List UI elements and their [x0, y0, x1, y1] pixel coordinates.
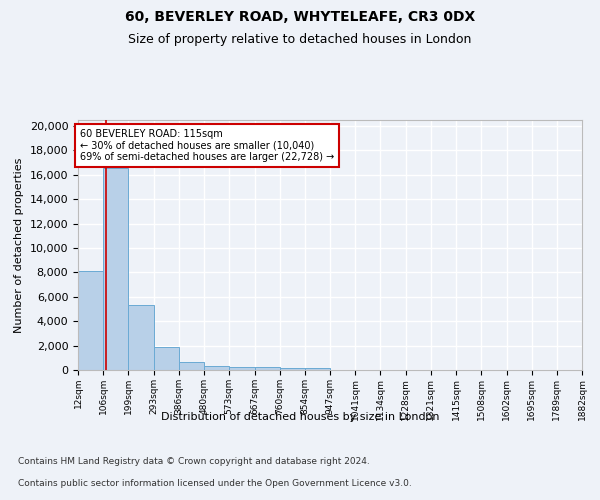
Bar	[280, 368, 305, 370]
Text: Contains HM Land Registry data © Crown copyright and database right 2024.: Contains HM Land Registry data © Crown c…	[18, 458, 370, 466]
Bar	[128, 306, 154, 370]
Bar	[254, 367, 280, 370]
Y-axis label: Number of detached properties: Number of detached properties	[14, 158, 24, 332]
Bar	[305, 368, 330, 370]
Bar	[103, 168, 128, 370]
Bar	[179, 362, 204, 370]
Text: Size of property relative to detached houses in London: Size of property relative to detached ho…	[128, 32, 472, 46]
Text: 60 BEVERLEY ROAD: 115sqm
← 30% of detached houses are smaller (10,040)
69% of se: 60 BEVERLEY ROAD: 115sqm ← 30% of detach…	[80, 128, 334, 162]
Text: 60, BEVERLEY ROAD, WHYTELEAFE, CR3 0DX: 60, BEVERLEY ROAD, WHYTELEAFE, CR3 0DX	[125, 10, 475, 24]
Bar	[78, 271, 103, 370]
Bar	[229, 366, 254, 370]
Bar	[154, 348, 179, 370]
Text: Distribution of detached houses by size in London: Distribution of detached houses by size …	[161, 412, 439, 422]
Text: Contains public sector information licensed under the Open Government Licence v3: Contains public sector information licen…	[18, 479, 412, 488]
Bar	[204, 366, 229, 370]
